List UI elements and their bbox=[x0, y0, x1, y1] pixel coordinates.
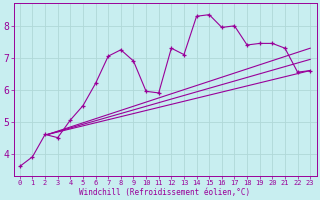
X-axis label: Windchill (Refroidissement éolien,°C): Windchill (Refroidissement éolien,°C) bbox=[79, 188, 251, 197]
